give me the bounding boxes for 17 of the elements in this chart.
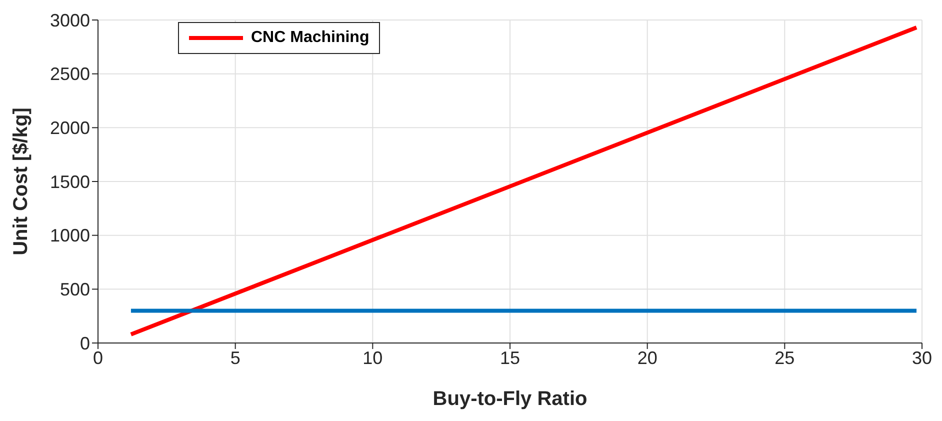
y-tick-label: 2500 [50, 64, 90, 84]
x-axis-title: Buy-to-Fly Ratio [432, 388, 588, 410]
x-tick-label: 20 [637, 348, 658, 368]
x-tick-label: 10 [362, 348, 383, 368]
y-tick-label: 1000 [50, 226, 90, 246]
y-tick-label: 2000 [50, 118, 90, 138]
x-tick-label: 25 [774, 348, 795, 368]
y-tick-label: 500 [60, 280, 90, 300]
y-axis-title: Unit Cost [$/kg] [10, 108, 32, 256]
x-tick-label: 5 [230, 348, 240, 368]
x-tick-label: 0 [92, 348, 104, 368]
y-tick-label: 3000 [50, 10, 90, 30]
x-tick-label: 15 [500, 348, 520, 368]
x-tick-label: 30 [912, 348, 932, 368]
y-tick-label: 1500 [50, 172, 90, 192]
y-tick-label: 0 [80, 333, 90, 354]
legend-label: CNC Machining [251, 28, 370, 48]
